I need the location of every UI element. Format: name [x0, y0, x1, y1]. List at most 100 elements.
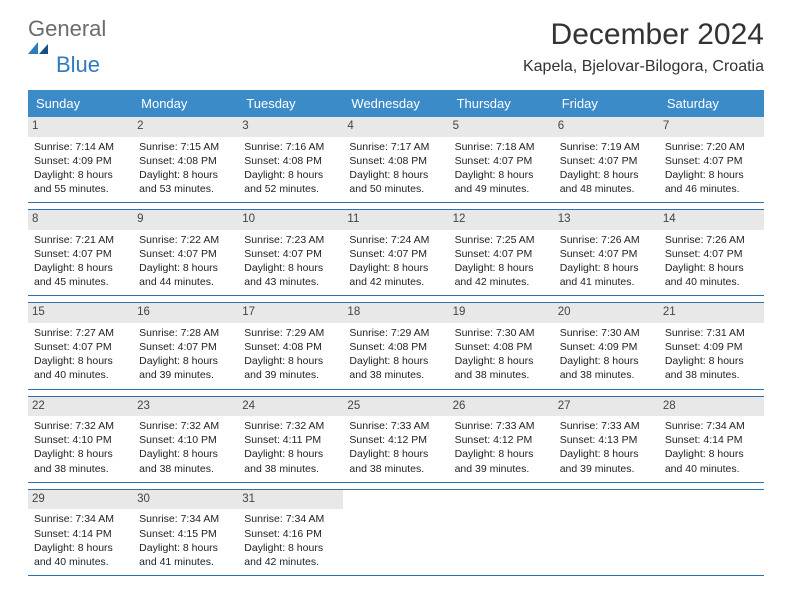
daylight-line-2: and 55 minutes. [34, 182, 127, 196]
month-title: December 2024 [523, 18, 764, 52]
day-cell: 9Sunrise: 7:22 AMSunset: 4:07 PMDaylight… [133, 210, 238, 295]
sunrise-line: Sunrise: 7:24 AM [349, 233, 442, 247]
sunset-line: Sunset: 4:07 PM [139, 247, 232, 261]
sunrise-line: Sunrise: 7:33 AM [455, 419, 548, 433]
daylight-line-2: and 40 minutes. [665, 275, 758, 289]
daylight-line-2: and 52 minutes. [244, 182, 337, 196]
sunset-line: Sunset: 4:08 PM [349, 340, 442, 354]
sunrise-line: Sunrise: 7:29 AM [349, 326, 442, 340]
sunset-line: Sunset: 4:08 PM [139, 154, 232, 168]
daylight-line-1: Daylight: 8 hours [665, 354, 758, 368]
sunset-line: Sunset: 4:14 PM [665, 433, 758, 447]
sunset-line: Sunset: 4:14 PM [34, 527, 127, 541]
sunrise-line: Sunrise: 7:25 AM [455, 233, 548, 247]
sunrise-line: Sunrise: 7:26 AM [665, 233, 758, 247]
sunrise-line: Sunrise: 7:30 AM [560, 326, 653, 340]
day-number: 30 [133, 490, 238, 510]
sunset-line: Sunset: 4:09 PM [34, 154, 127, 168]
calendar-grid: SundayMondayTuesdayWednesdayThursdayFrid… [28, 90, 764, 576]
weekday-header: Monday [133, 90, 238, 117]
daylight-line-1: Daylight: 8 hours [349, 261, 442, 275]
day-number: 24 [238, 397, 343, 417]
daylight-line-1: Daylight: 8 hours [34, 354, 127, 368]
sunset-line: Sunset: 4:07 PM [139, 340, 232, 354]
daylight-line-2: and 40 minutes. [34, 368, 127, 382]
sunset-line: Sunset: 4:09 PM [665, 340, 758, 354]
day-cell: 10Sunrise: 7:23 AMSunset: 4:07 PMDayligh… [238, 210, 343, 295]
sunrise-line: Sunrise: 7:34 AM [139, 512, 232, 526]
day-number: 1 [28, 117, 133, 137]
sunset-line: Sunset: 4:16 PM [244, 527, 337, 541]
daylight-line-1: Daylight: 8 hours [139, 447, 232, 461]
daylight-line-2: and 42 minutes. [455, 275, 548, 289]
sunset-line: Sunset: 4:12 PM [455, 433, 548, 447]
sunrise-line: Sunrise: 7:19 AM [560, 140, 653, 154]
daylight-line-2: and 48 minutes. [560, 182, 653, 196]
day-number: 2 [133, 117, 238, 137]
weekday-header: Friday [554, 90, 659, 117]
day-cell: 26Sunrise: 7:33 AMSunset: 4:12 PMDayligh… [449, 397, 554, 482]
day-number: 15 [28, 303, 133, 323]
weekday-header-row: SundayMondayTuesdayWednesdayThursdayFrid… [28, 90, 764, 117]
sunset-line: Sunset: 4:07 PM [560, 247, 653, 261]
sunset-line: Sunset: 4:13 PM [560, 433, 653, 447]
daylight-line-2: and 45 minutes. [34, 275, 127, 289]
daylight-line-2: and 39 minutes. [139, 368, 232, 382]
daylight-line-1: Daylight: 8 hours [34, 168, 127, 182]
empty-cell [554, 490, 659, 575]
daylight-line-1: Daylight: 8 hours [244, 541, 337, 555]
daylight-line-1: Daylight: 8 hours [244, 354, 337, 368]
day-cell: 22Sunrise: 7:32 AMSunset: 4:10 PMDayligh… [28, 397, 133, 482]
day-number: 3 [238, 117, 343, 137]
daylight-line-2: and 38 minutes. [665, 368, 758, 382]
day-cell: 25Sunrise: 7:33 AMSunset: 4:12 PMDayligh… [343, 397, 448, 482]
daylight-line-1: Daylight: 8 hours [244, 168, 337, 182]
day-cell: 1Sunrise: 7:14 AMSunset: 4:09 PMDaylight… [28, 117, 133, 202]
daylight-line-2: and 42 minutes. [349, 275, 442, 289]
daylight-line-1: Daylight: 8 hours [455, 354, 548, 368]
daylight-line-2: and 38 minutes. [349, 368, 442, 382]
day-cell: 17Sunrise: 7:29 AMSunset: 4:08 PMDayligh… [238, 303, 343, 388]
sunset-line: Sunset: 4:07 PM [34, 340, 127, 354]
sunset-line: Sunset: 4:07 PM [244, 247, 337, 261]
sunrise-line: Sunrise: 7:23 AM [244, 233, 337, 247]
daylight-line-2: and 39 minutes. [244, 368, 337, 382]
sunset-line: Sunset: 4:10 PM [139, 433, 232, 447]
day-number: 31 [238, 490, 343, 510]
day-number: 17 [238, 303, 343, 323]
daylight-line-1: Daylight: 8 hours [560, 168, 653, 182]
day-cell: 12Sunrise: 7:25 AMSunset: 4:07 PMDayligh… [449, 210, 554, 295]
daylight-line-2: and 38 minutes. [560, 368, 653, 382]
daylight-line-2: and 39 minutes. [560, 462, 653, 476]
daylight-line-1: Daylight: 8 hours [455, 261, 548, 275]
daylight-line-1: Daylight: 8 hours [665, 168, 758, 182]
day-number: 23 [133, 397, 238, 417]
sunrise-line: Sunrise: 7:21 AM [34, 233, 127, 247]
sunrise-line: Sunrise: 7:34 AM [244, 512, 337, 526]
weekday-header: Saturday [659, 90, 764, 117]
calendar-page: General Blue December 2024 Kapela, Bjelo… [0, 0, 792, 612]
day-number: 8 [28, 210, 133, 230]
empty-cell [449, 490, 554, 575]
day-number: 5 [449, 117, 554, 137]
day-cell: 5Sunrise: 7:18 AMSunset: 4:07 PMDaylight… [449, 117, 554, 202]
day-number: 9 [133, 210, 238, 230]
day-cell: 15Sunrise: 7:27 AMSunset: 4:07 PMDayligh… [28, 303, 133, 388]
logo-word-general: General [28, 16, 106, 41]
daylight-line-2: and 42 minutes. [244, 555, 337, 569]
day-cell: 27Sunrise: 7:33 AMSunset: 4:13 PMDayligh… [554, 397, 659, 482]
day-cell: 24Sunrise: 7:32 AMSunset: 4:11 PMDayligh… [238, 397, 343, 482]
day-number: 6 [554, 117, 659, 137]
title-block: December 2024 Kapela, Bjelovar-Bilogora,… [523, 18, 764, 76]
day-number: 4 [343, 117, 448, 137]
day-cell: 21Sunrise: 7:31 AMSunset: 4:09 PMDayligh… [659, 303, 764, 388]
daylight-line-2: and 38 minutes. [349, 462, 442, 476]
daylight-line-1: Daylight: 8 hours [34, 447, 127, 461]
day-number: 28 [659, 397, 764, 417]
daylight-line-1: Daylight: 8 hours [139, 168, 232, 182]
day-number: 18 [343, 303, 448, 323]
sunrise-line: Sunrise: 7:32 AM [244, 419, 337, 433]
day-cell: 30Sunrise: 7:34 AMSunset: 4:15 PMDayligh… [133, 490, 238, 575]
weekday-header: Sunday [28, 90, 133, 117]
daylight-line-2: and 41 minutes. [139, 555, 232, 569]
